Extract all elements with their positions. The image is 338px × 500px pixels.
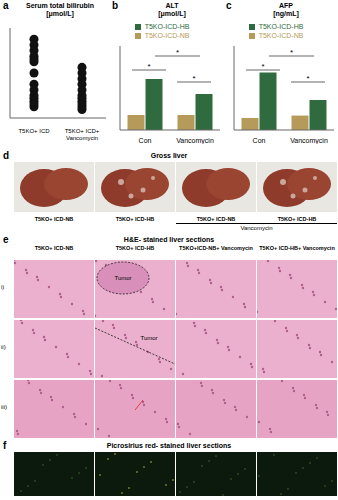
html-text:[ng/mL]: [ng/mL] [273,10,299,17]
html-text:e: e [3,234,9,245]
html-text:ALT: ALT [165,2,179,9]
svg-text:*: * [306,74,309,83]
html-text:f: f [3,440,7,451]
html-text:d: d [3,150,10,161]
html-text:Serum total bilirubin: Serum total bilirubin [26,2,94,9]
svg-text:Vancomycin: Vancomycin [176,137,214,144]
html-text:T5KO+ ICD-HB: T5KO+ ICD-HB [277,216,317,222]
html-text:T5KO+ ICD-NB: T5KO+ ICD-NB [196,216,236,222]
svg-text:*: * [192,74,195,83]
svg-text:T5KO+ ICD+Vancomycin: T5KO+ ICD+Vancomycin [65,128,100,141]
html-text:Vancomycin: Vancomycin [240,225,273,231]
html-text:T5KO-ICD-HB: T5KO-ICD-HB [144,23,190,30]
html-text:T5KO-ICD-NB: T5KO-ICD-NB [258,32,304,39]
svg-text:*: * [290,48,293,57]
svg-text:*: * [261,62,264,71]
html-text:Gross liver: Gross liver [150,152,188,159]
svg-text:*: * [176,48,179,57]
html-text:[μmol/L]: [μmol/L] [46,10,74,17]
svg-text:Tumor: Tumor [140,335,157,341]
html-text:T5KO+ ICD-NB: T5KO+ ICD-NB [34,245,74,251]
html-text:Picrosirius red- stained liver: Picrosirius red- stained liver sections [106,442,232,449]
html-text:AFP: AFP [279,2,293,9]
svg-text:T5KO+ ICD: T5KO+ ICD [18,128,50,134]
svg-text:Con: Con [139,137,152,144]
html-text:[μmol/L]: [μmol/L] [158,10,186,17]
svg-text:Tumor: Tumor [114,275,131,281]
html-text:iii): iii) [1,404,7,410]
html-text:H&E- stained liver sections: H&E- stained liver sections [123,236,215,243]
svg-text:Con: Con [253,137,266,144]
html-text:T5KO+ ICD-HB: T5KO+ ICD-HB [115,245,155,251]
html-text:T5KO+ ICD-HB: T5KO+ ICD-HB [115,216,155,222]
svg-text:Vancomycin: Vancomycin [290,137,328,144]
svg-text:*: * [147,62,150,71]
html-text:ii): ii) [1,344,6,350]
html-text:a: a [3,0,9,11]
html-text:T5KO+ ICD-NB: T5KO+ ICD-NB [34,216,74,222]
html-text:c: c [226,0,232,11]
html-text:T5KO+ ICD-HB+ Vancomycin: T5KO+ ICD-HB+ Vancomycin [259,245,335,251]
html-text:T5KO+ICD-NB+ Vancomycin: T5KO+ICD-NB+ Vancomycin [179,245,253,251]
html-text:T5KO-ICD-NB: T5KO-ICD-NB [144,32,190,39]
html-text:T5KO-ICD-HB: T5KO-ICD-HB [258,23,304,30]
html-text:i): i) [1,284,5,290]
html-text:b: b [112,0,119,11]
